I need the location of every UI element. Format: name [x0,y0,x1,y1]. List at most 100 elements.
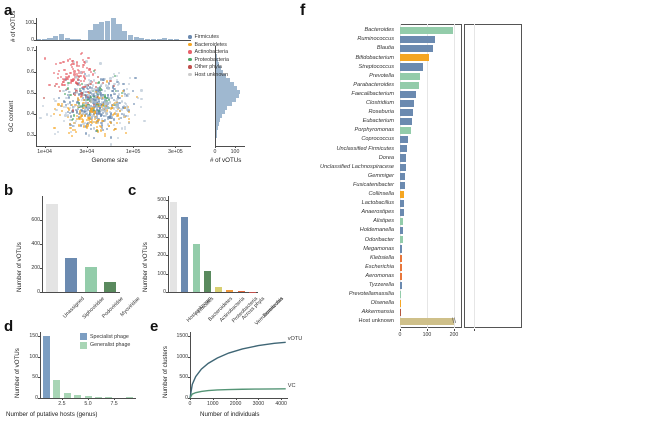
panel-a-datapoint [93,91,97,94]
panel-a-datapoint [99,107,102,110]
panel-a-datapoint [91,119,94,122]
panel-a-ytickmark [34,114,36,116]
panel-a-datapoint [111,75,114,79]
panel-a-legend-item: Bacteroidetes [188,42,229,48]
panel-a-datapoint [104,77,107,80]
panel-a-datapoint [101,117,104,120]
panel-a-datapoint [89,120,92,124]
panel-d-bar [84,395,92,398]
panel-a-datapoint [121,100,124,104]
panel-f-col1-bar [400,272,402,280]
panel-a-datapoint [94,96,98,99]
panel-e-ytick-label: 0 [185,395,188,401]
panel-c-ytickmark [166,236,168,238]
panel-a-top-hist-bar [122,31,128,40]
panel-a-datapoint [116,90,119,93]
panel-a-datapoint [117,81,121,84]
panel-a-datapoint [99,88,102,91]
panel-a-datapoint [98,97,101,100]
panel-a-datapoint [74,103,77,106]
panel-a-datapoint [69,123,72,126]
panel-a-datapoint [39,116,42,120]
panel-c-bar [237,291,245,292]
panel-f-col1-bar [400,72,421,80]
panel-a-datapoint [90,98,93,101]
panel-a-datapoint [83,87,86,90]
panel-a-datapoint [76,72,79,75]
panel-a-datapoint [98,93,101,96]
panel-a-top-axis [36,40,191,41]
panel-a-datapoint [89,81,92,84]
panel-a-ytickmark [34,92,36,94]
panel-a-datapoint [143,120,146,123]
legend-dot-icon [188,50,192,54]
panel-a-datapoint [89,82,92,86]
panel-a-datapoint [61,78,64,81]
panel-a-datapoint [139,105,142,109]
panel-a-datapoint [100,121,103,125]
panel-a-datapoint [77,82,80,85]
panel-a-datapoint [110,96,114,99]
panel-a-datapoint [45,113,48,116]
panel-a-datapoint [66,106,70,110]
panel-a-datapoint [108,120,112,124]
panel-a-datapoint [112,113,115,116]
panel-a-datapoint [74,76,77,79]
panel-a-datapoint [99,84,103,87]
panel-a-datapoint [64,93,67,96]
panel-a-datapoint [65,77,68,80]
panel-a-datapoint [76,83,79,87]
panel-c-ylabel: Number of vOTUs [142,242,149,292]
panel-f-taxon-label: Bacteroides [364,27,394,34]
panel-d-legend-item: Specialist phage [80,333,130,340]
panel-a-datapoint [83,114,87,117]
panel-a-datapoint [84,77,87,80]
panel-a-datapoint [123,125,126,128]
panel-e-xtick-label: 0 [188,401,192,407]
panel-a-datapoint [102,129,105,132]
panel-a-top-hist-bar [58,33,65,40]
panel-a-datapoint [57,97,60,100]
panel-a-datapoint [101,105,104,108]
panel-a-datapoint [76,64,79,67]
panel-a-datapoint [78,88,81,91]
panel-a-top-hist-bar [99,22,105,40]
panel-a-datapoint [124,115,128,118]
panel-a-legend-label: Firmicutes [194,34,219,40]
panel-a-datapoint [75,102,78,105]
panel-a-datapoint [112,91,115,95]
panel-a-datapoint [93,102,96,105]
panel-a-datapoint [92,98,95,101]
panel-a-datapoint [80,106,84,109]
panel-a-datapoint [94,85,98,88]
panel-a-datapoint [88,68,91,71]
panel-e-xtickmark [235,398,237,400]
panel-a-datapoint [75,108,78,111]
panel-a-datapoint [92,114,95,117]
panel-f-taxon-label: Alistipes [373,218,394,225]
panel-d-bar [94,397,102,398]
panel-e-xtick-label: 2000 [229,401,242,407]
panel-f-col1-bar [400,227,403,235]
panel-a-datapoint [63,83,67,86]
panel-a-top-hist-bar [53,36,59,40]
panel-a-datapoint [89,114,92,117]
panel-a-datapoint [86,110,89,113]
panel-f-col1-bar [400,145,407,153]
panel-e-ytickmark [188,356,190,358]
panel-a-datapoint [115,121,119,125]
panel-d-bar [53,379,61,398]
panel-a-datapoint [95,100,98,103]
panel-c-bar [215,286,223,292]
panel-a-datapoint [64,105,68,108]
panel-f-col2-frame [464,24,522,329]
panel-a-datapoint [90,100,93,103]
panel-a-top-hist-bar [41,38,47,40]
panel-a-datapoint [59,75,62,78]
panel-a-datapoint [95,104,98,107]
panel-a-datapoint [87,118,90,121]
panel-a-datapoint [76,111,79,114]
panel-d-ytick-label: 50 [32,374,38,381]
panel-a-datapoint [69,93,72,96]
panel-a-datapoint [59,61,62,64]
